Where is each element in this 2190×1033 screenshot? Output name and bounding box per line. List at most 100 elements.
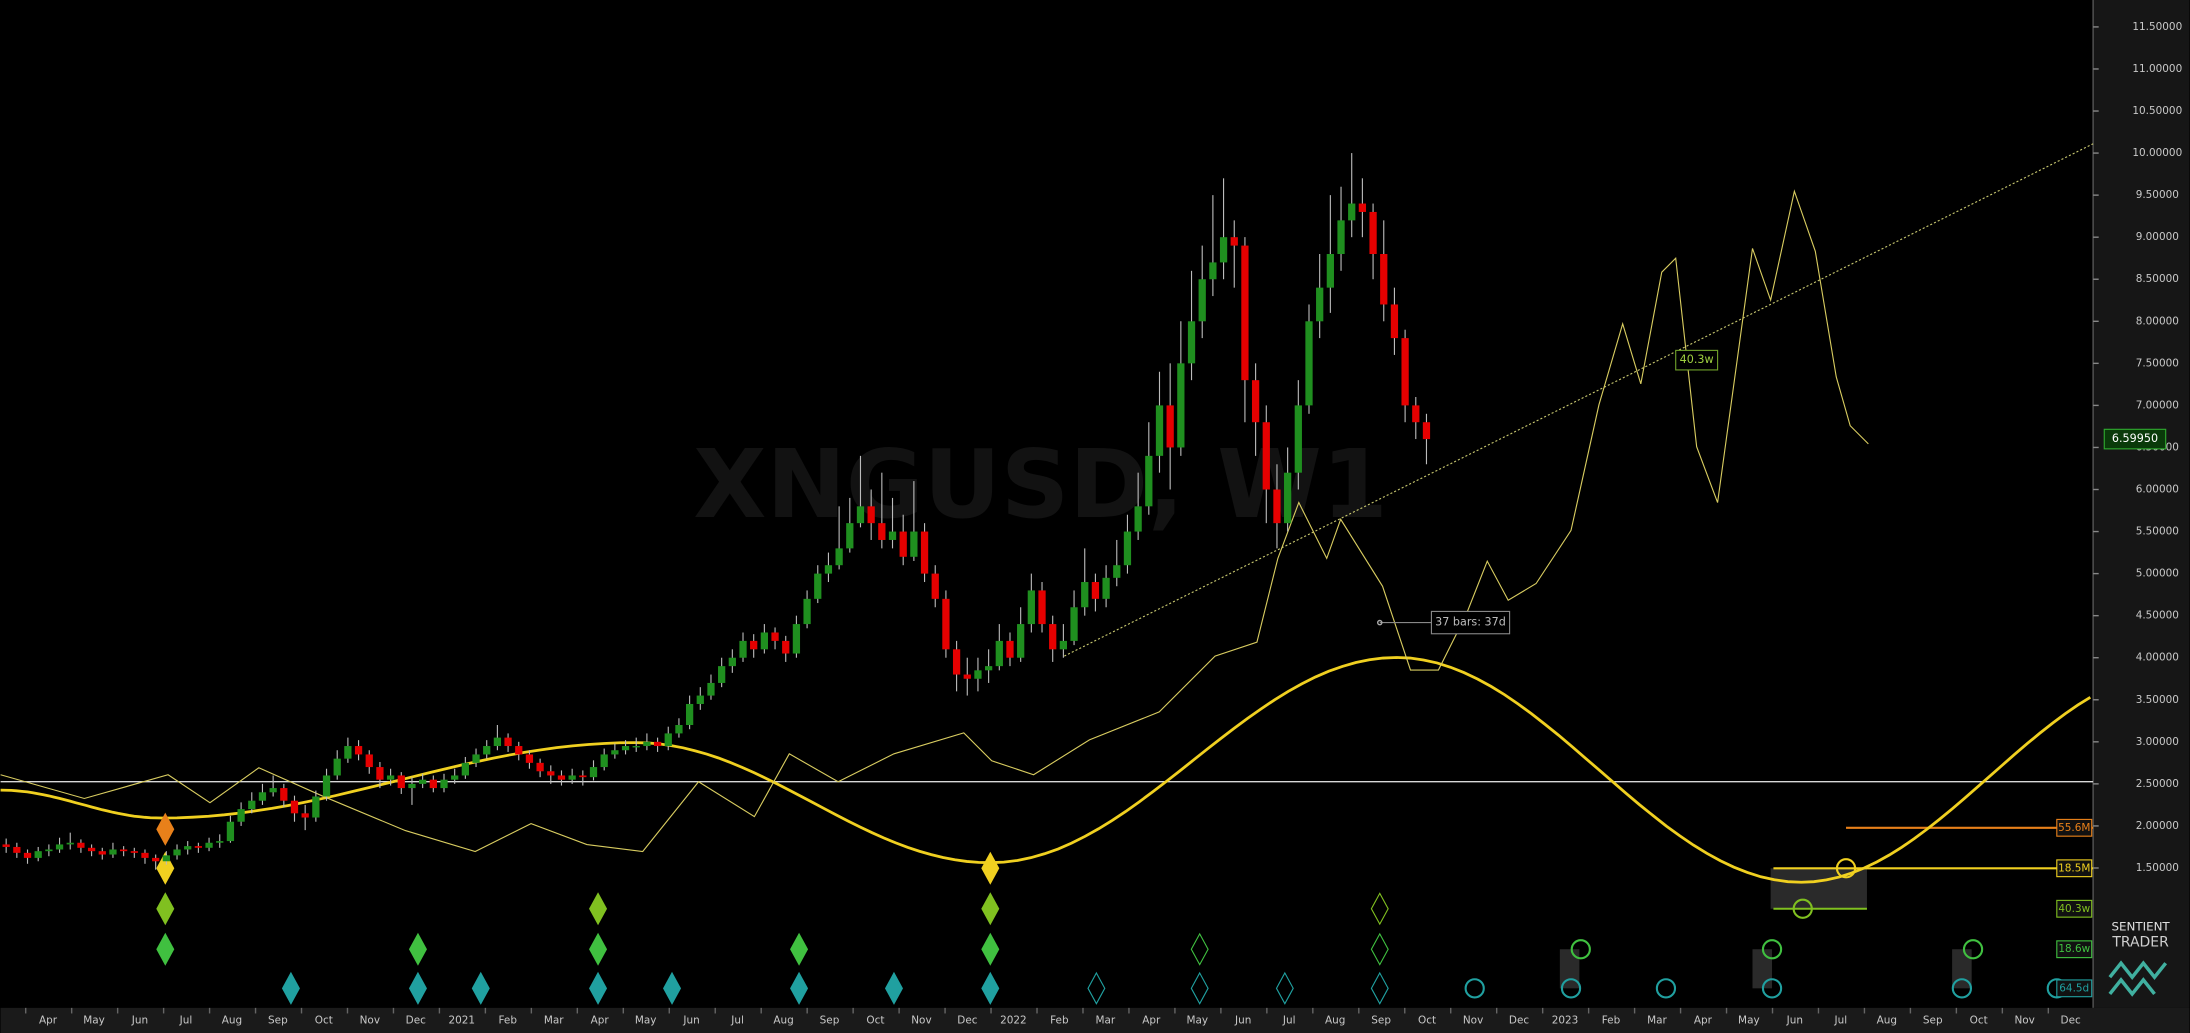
y-tick-label: 7.00000 <box>2136 399 2179 411</box>
cycle-tag: 64.5d <box>2059 982 2089 994</box>
candle-body <box>1284 472 1292 524</box>
x-tick-label: May <box>1186 1014 1208 1026</box>
candle-body <box>461 762 469 776</box>
cycle-tag-box <box>2056 979 2093 998</box>
candle-body <box>664 733 672 747</box>
x-tick-label: Aug <box>222 1014 242 1026</box>
candle-body <box>483 746 491 755</box>
candle-body <box>525 754 534 763</box>
candle-body <box>728 657 736 667</box>
candle-body <box>974 670 982 679</box>
candle-body <box>792 624 801 654</box>
candle-body <box>589 767 598 778</box>
x-tick-label: 2023 <box>1552 1014 1579 1026</box>
x-tick-label: Jun <box>131 1014 148 1026</box>
cycle-diamond <box>589 971 608 1005</box>
cycle-diamond <box>156 892 175 926</box>
candle-body <box>77 842 85 848</box>
candle-body <box>258 792 267 801</box>
candle-body <box>557 775 566 780</box>
candle-body <box>1337 220 1345 255</box>
cycle-wave <box>0 656 2092 884</box>
candle-body <box>675 725 683 734</box>
candle-body <box>579 775 587 778</box>
watermark: XNGUSD, W1 <box>693 430 1388 540</box>
candle-body <box>1412 405 1420 423</box>
y-tick-label: 5.50000 <box>2136 526 2179 538</box>
candle-body <box>451 775 459 780</box>
cycle-diamond <box>981 932 1000 966</box>
cycle-circle <box>1655 978 1677 999</box>
candle-body <box>312 796 320 818</box>
x-tick-label: Feb <box>1602 1014 1621 1026</box>
x-tick-label: Oct <box>315 1014 333 1026</box>
last-price-label: 6.59950 <box>2112 432 2158 445</box>
cycle-circle <box>1761 939 1783 960</box>
x-tick-label: Apr <box>39 1014 58 1026</box>
x-tick-label: Dec <box>1509 1014 1529 1026</box>
cycle-diamond <box>1370 892 1389 926</box>
cycle-diamond <box>1275 971 1294 1005</box>
candle-body <box>1273 489 1281 524</box>
candle-body <box>45 849 53 852</box>
candle-body <box>333 758 341 776</box>
candle-body <box>493 737 502 747</box>
candle-body <box>611 750 619 755</box>
x-tick-label: Sep <box>268 1014 288 1026</box>
candle-body <box>718 666 726 683</box>
candle-body <box>1145 455 1153 507</box>
x-tick-label: Oct <box>1418 1014 1436 1026</box>
candle-body <box>846 523 854 549</box>
last-price-box <box>2103 428 2167 450</box>
candle-body <box>1198 279 1206 322</box>
candle-body <box>931 573 939 599</box>
candle-body <box>472 754 480 763</box>
candle-body <box>995 640 1003 667</box>
candle-body <box>824 565 833 574</box>
logo-mark <box>2108 960 2168 997</box>
y-tick-label: 2.50000 <box>2136 778 2179 790</box>
bars-label: 37 bars: 37d <box>1435 616 1506 629</box>
candle-body <box>878 523 886 540</box>
candle-body <box>87 847 96 852</box>
overlay <box>0 189 2092 1005</box>
candle-body <box>952 649 961 675</box>
candle-body <box>141 852 149 858</box>
candle-body <box>782 640 790 654</box>
cycle-diamond <box>981 851 1000 885</box>
candle-body <box>290 800 299 814</box>
x-tick-label: Feb <box>1050 1014 1069 1026</box>
cycle-circle <box>1560 978 1582 999</box>
cycle-diamond <box>589 892 608 926</box>
candle-body <box>547 771 555 776</box>
candle-body <box>621 746 630 751</box>
x-tick-label: Nov <box>911 1014 931 1026</box>
candle-body <box>1017 624 1025 658</box>
bars-anchor <box>1376 619 1383 626</box>
x-tick-label: Nov <box>360 1014 380 1026</box>
logo-text: SENTIENT <box>2111 919 2170 933</box>
candle-body <box>856 506 865 524</box>
candle-body <box>653 741 662 747</box>
x-tick-label: Oct <box>1970 1014 1988 1026</box>
candle-body <box>1166 405 1174 448</box>
candle-body <box>867 506 875 524</box>
candle-body <box>1091 582 1100 599</box>
candle-body <box>1262 422 1270 490</box>
cycle-tag-box <box>2056 818 2093 837</box>
cycle-diamond <box>156 932 175 966</box>
x-tick-label: Mar <box>1647 1014 1667 1026</box>
x-tick-label: May <box>635 1014 657 1026</box>
x-tick-label: Nov <box>1463 1014 1483 1026</box>
candle-body <box>1123 531 1132 566</box>
x-tick-label: Apr <box>1694 1014 1713 1026</box>
candle-body <box>397 775 405 789</box>
candle-body <box>365 754 373 768</box>
candle-body <box>34 851 42 858</box>
y-tick-label: 9.00000 <box>2136 231 2179 243</box>
candle-body <box>643 741 651 747</box>
cycle-circle <box>1962 939 1984 960</box>
cycle-tag: 18.5M <box>2058 862 2090 874</box>
cycle-circle <box>1570 939 1591 960</box>
